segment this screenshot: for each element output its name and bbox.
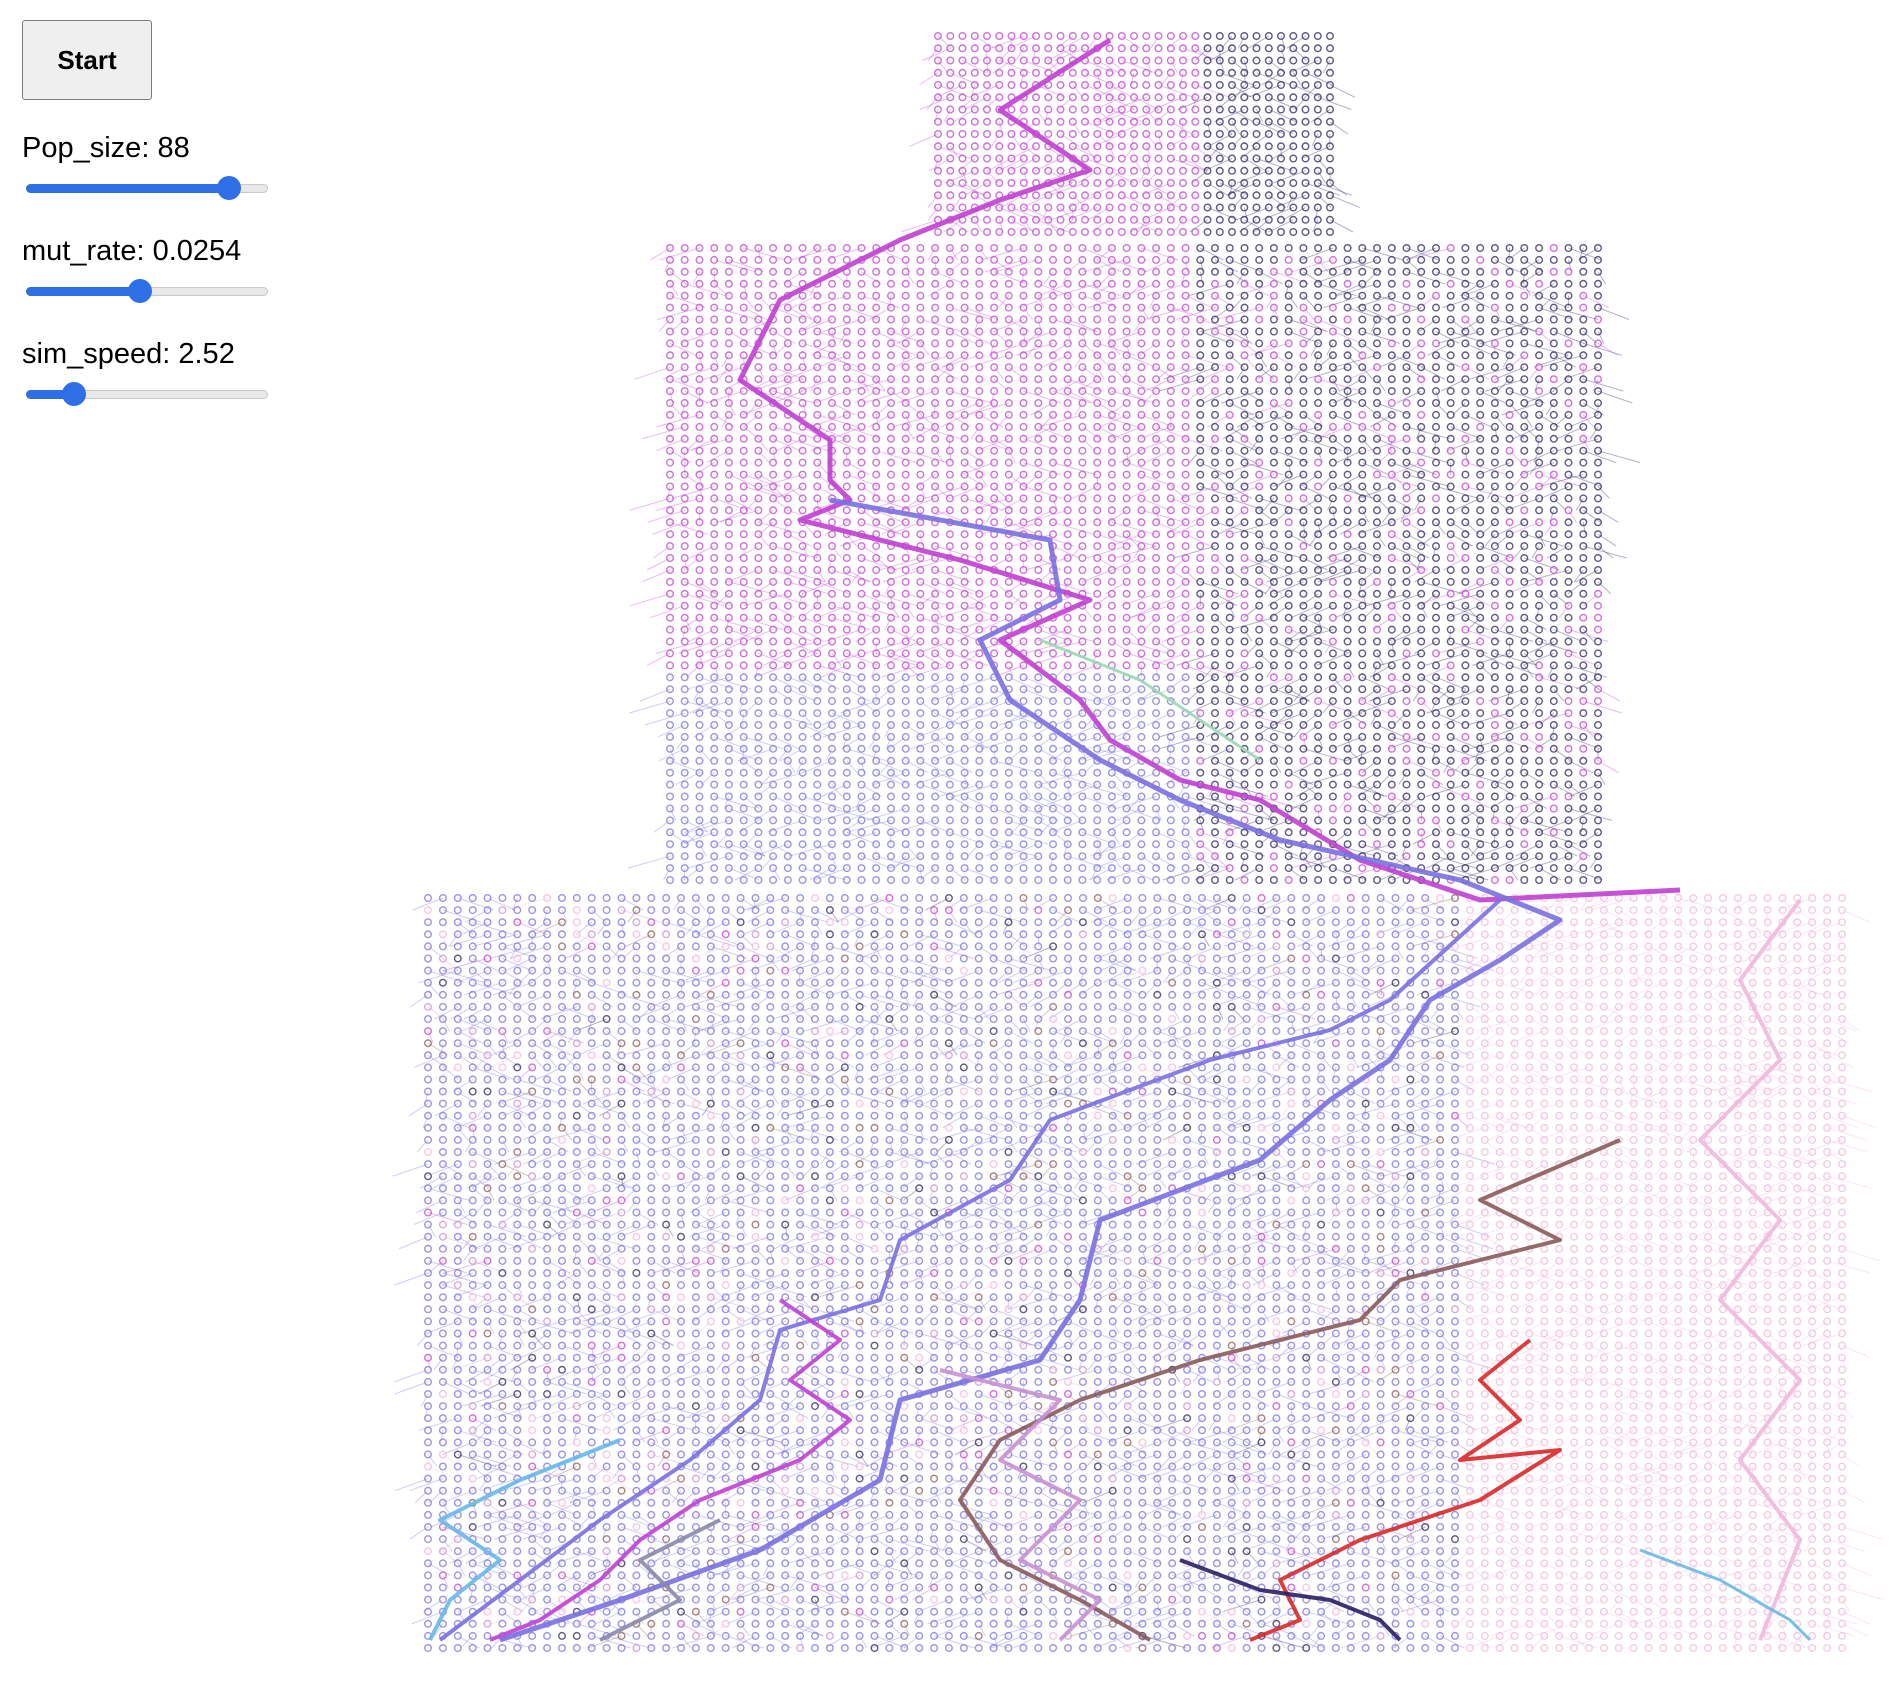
lineage-path <box>599 1518 721 1642</box>
lineage-path <box>499 497 1563 1643</box>
lineage-path <box>737 37 1681 903</box>
lineage-path <box>1639 1548 1812 1642</box>
slider-thumb[interactable] <box>127 279 152 303</box>
pop-size-slider[interactable] <box>26 176 268 200</box>
lineage-path <box>1039 638 1261 762</box>
mut-rate-slider[interactable] <box>26 279 268 303</box>
lineage-path <box>1249 1338 1562 1642</box>
controls-panel: Start Pop_size: 88 mut_rate: 0.0254 sim_… <box>0 0 300 420</box>
start-button[interactable]: Start <box>22 20 152 100</box>
mut-rate-label: mut_rate: 0.0254 <box>22 235 242 267</box>
slider-fill <box>26 287 140 296</box>
lineage-paths <box>428 37 1812 1643</box>
lineage-path <box>1698 898 1802 1641</box>
slider-fill <box>26 184 230 193</box>
individual-nodes <box>424 32 1846 1652</box>
lineage-path <box>428 1438 621 1641</box>
lineage-path <box>1179 1558 1402 1642</box>
lineage-path <box>489 1298 852 1642</box>
param-pop-size: Pop_size: 88 <box>22 132 272 200</box>
lineage-path <box>438 898 1502 1642</box>
sim-speed-slider[interactable] <box>26 382 268 406</box>
sim-speed-label: sim_speed: 2.52 <box>22 338 235 370</box>
slider-fill <box>26 390 75 399</box>
slider-thumb[interactable] <box>62 382 87 406</box>
lineage-path <box>939 1368 1102 1642</box>
param-sim-speed: sim_speed: 2.52 <box>22 338 272 406</box>
pop-size-label: Pop_size: 88 <box>22 132 190 164</box>
slider-thumb[interactable] <box>217 176 242 200</box>
param-mut-rate: mut_rate: 0.0254 <box>22 235 272 303</box>
lineage-path <box>958 1138 1621 1642</box>
